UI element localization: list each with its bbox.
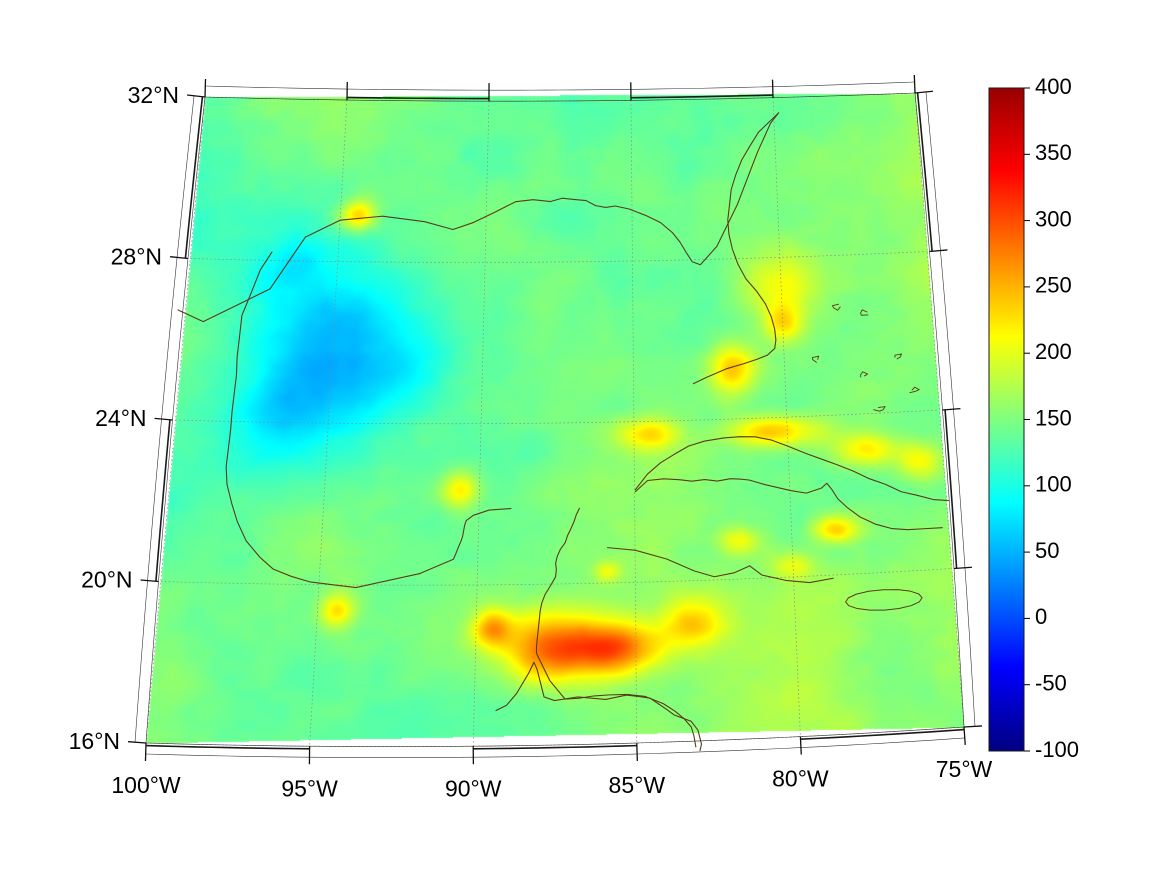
svg-text:85°W: 85°W: [609, 772, 666, 798]
svg-text:24°N: 24°N: [95, 405, 146, 431]
svg-text:350: 350: [1035, 140, 1072, 165]
svg-text:150: 150: [1035, 405, 1072, 430]
svg-text:90°W: 90°W: [445, 775, 502, 801]
svg-text:100: 100: [1035, 472, 1072, 497]
svg-text:20°N: 20°N: [81, 567, 132, 593]
svg-text:16°N: 16°N: [69, 728, 120, 754]
svg-text:50: 50: [1035, 538, 1059, 563]
svg-text:-100: -100: [1035, 737, 1079, 762]
svg-text:200: 200: [1035, 339, 1072, 364]
svg-text:250: 250: [1035, 273, 1072, 298]
svg-text:0: 0: [1035, 604, 1047, 629]
svg-text:32°N: 32°N: [128, 82, 179, 108]
svg-text:95°W: 95°W: [281, 775, 338, 801]
svg-text:75°W: 75°W: [936, 756, 993, 782]
svg-text:28°N: 28°N: [111, 244, 162, 270]
svg-text:80°W: 80°W: [772, 766, 829, 792]
svg-text:300: 300: [1035, 206, 1072, 231]
svg-text:100°W: 100°W: [111, 772, 181, 798]
svg-text:-50: -50: [1035, 671, 1067, 696]
svg-text:400: 400: [1035, 74, 1072, 99]
